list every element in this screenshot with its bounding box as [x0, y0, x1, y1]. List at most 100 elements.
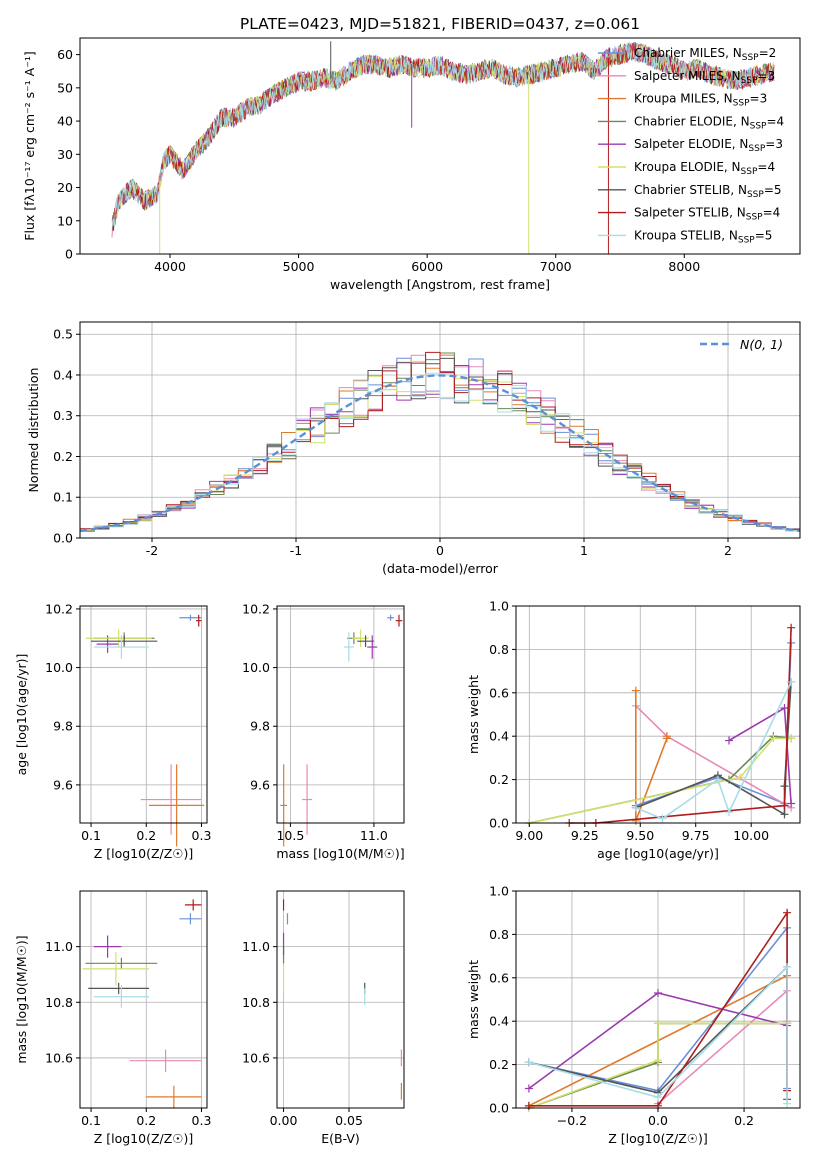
y-tick-label: 0.4	[489, 1014, 509, 1029]
y-tick-label: 11.0	[45, 939, 73, 954]
y-tick-label: 9.8	[53, 719, 73, 734]
legend-entry: Chabrier ELODIE, NSSP=4	[634, 114, 784, 131]
y-tick-label: 10.2	[242, 601, 270, 616]
y-tick-label: 0.2	[489, 772, 509, 787]
y-tick-label: 1.0	[489, 599, 509, 614]
weight-marker	[658, 814, 667, 823]
figure-title: PLATE=0423, MJD=51821, FIBERID=0437, z=0…	[240, 15, 640, 33]
x-tick-label: 0.05	[335, 1113, 363, 1128]
x-tick-label: 2	[724, 543, 732, 558]
y-tick-label: 10.8	[45, 995, 73, 1010]
x-tick-label: 0.2	[136, 828, 156, 843]
weight-marker	[787, 623, 796, 632]
y-tick-label: 50	[57, 80, 73, 95]
normal-legend: N(0, 1)	[700, 337, 783, 352]
weight-vs-Z-panel: −0.2 0.0 0.2 0.0 0.2 0.4 0.6 0.8 1.0 Z [log10(Z/Z…	[466, 884, 801, 1146]
y-tick-label: 30	[57, 147, 73, 162]
y-tick-label: 0.5	[53, 327, 73, 342]
y-tick-label: 0.1	[53, 490, 73, 505]
weight-line	[635, 705, 792, 809]
axes-frame	[79, 37, 801, 255]
x-tick-label: 6000	[411, 259, 443, 274]
weight-marker	[631, 803, 640, 812]
spectrum-line	[111, 43, 775, 229]
weight-line	[528, 965, 788, 1104]
x-axis-label: Z [log10(Z/Z☉)]	[94, 846, 194, 861]
legend-entry: Chabrier MILES, NSSP=2	[634, 46, 776, 63]
weight-marker	[654, 1056, 662, 1065]
y-tick-label: 0.8	[489, 642, 509, 657]
weight-marker	[787, 799, 796, 808]
axes-frame	[276, 890, 405, 1109]
y-tick-label: 0.8	[489, 927, 509, 942]
axes-frame	[515, 605, 801, 824]
y-tick-label: 9.6	[53, 777, 73, 792]
axes-frame	[79, 890, 208, 1109]
y-axis-label: mass [log10(M/M☉)]	[14, 935, 29, 1063]
y-tick-label: 40	[57, 114, 73, 129]
normal-curve	[79, 374, 801, 533]
x-tick-label: 9.50	[626, 828, 654, 843]
weight-marker	[654, 1093, 662, 1102]
x-tick-label: 0.1	[81, 828, 101, 843]
age-vs-Z-panel: 0.1 0.2 0.3 9.6 9.8 10.0 10.2 Z [log10(Z/Z☉)] ag…	[14, 601, 211, 861]
weight-line	[635, 642, 792, 807]
x-tick-label: 0.3	[192, 1113, 212, 1128]
y-tick-label: 0.2	[53, 449, 73, 464]
y-tick-label: 0.2	[489, 1057, 509, 1072]
weight-marker	[780, 810, 789, 819]
weight-marker	[662, 732, 671, 741]
x-tick-label: 8000	[668, 259, 700, 274]
weight-marker	[780, 801, 789, 810]
weight-marker	[787, 734, 796, 743]
axes-frame	[276, 605, 405, 824]
residual-histogram-panel: -2 -1 0 1 2 0.0 0.1 0.2 0.3 0.4 0.5 (data-model)/er…	[26, 321, 801, 576]
y-tick-label: 10.2	[45, 601, 73, 616]
x-axis-label: E(B-V)	[321, 1131, 360, 1146]
weight-marker	[631, 816, 640, 825]
y-axis-label: Normed distribution	[26, 368, 41, 493]
weight-marker	[780, 703, 789, 712]
weight-marker	[725, 736, 733, 745]
spectrum-panel: 4000 5000 6000 7000 8000 0 10 20 30 40 50 60 wavelen…	[22, 37, 801, 292]
x-tick-label: 0	[436, 543, 444, 558]
y-tick-label: 9.6	[250, 777, 270, 792]
x-tick-label: 0.1	[81, 1113, 101, 1128]
y-tick-label: 10.0	[242, 660, 270, 675]
weight-marker	[524, 1101, 533, 1110]
x-tick-label: 7000	[540, 259, 572, 274]
y-axis-label: Flux [fλ10⁻¹⁷ erg cm⁻² s⁻¹ A⁻¹]	[22, 51, 37, 240]
x-tick-label: 0.2	[136, 1113, 156, 1128]
legend-entry: Salpeter STELIB, NSSP=4	[634, 206, 780, 223]
y-tick-label: 10	[57, 213, 73, 228]
weight-marker	[787, 677, 796, 686]
weight-marker	[783, 908, 792, 917]
weight-line	[528, 1022, 788, 1109]
x-axis-label: (data-model)/error	[382, 561, 499, 576]
x-tick-label: -1	[290, 543, 302, 558]
weight-marker	[654, 1019, 662, 1028]
x-tick-label: 9.25	[571, 828, 599, 843]
weight-marker	[631, 686, 640, 695]
weight-vs-age-panel: 9.00 9.25 9.50 9.75 10.00 0.0 0.2 0.4 0.6 0.8 1.0 a…	[466, 599, 801, 861]
legend-entry: Kroupa STELIB, NSSP=5	[634, 228, 772, 245]
x-tick-label: 11.0	[360, 828, 388, 843]
weight-marker	[769, 734, 778, 743]
histogram-step	[80, 372, 800, 531]
x-tick-label: 1	[580, 543, 588, 558]
y-tick-label: 60	[57, 47, 73, 62]
x-axis-label: mass [log10(M/M☉)]	[276, 846, 404, 861]
x-tick-label: 0.2	[734, 1113, 754, 1128]
x-tick-label: 5000	[283, 259, 315, 274]
x-tick-label: 0.3	[192, 828, 212, 843]
y-tick-label: 1.0	[489, 884, 509, 899]
x-axis-label: wavelength [Angstrom, rest frame]	[330, 277, 550, 292]
mass-vs-Z-panel: 0.1 0.2 0.3 10.6 10.8 11.0 Z [log10(Z/Z☉)] mass…	[14, 890, 212, 1146]
x-axis-label: Z [log10(Z/Z☉)]	[94, 1131, 194, 1146]
legend-entry: Kroupa MILES, NSSP=3	[634, 92, 767, 109]
x-tick-label: 0.0	[648, 1113, 668, 1128]
weight-marker	[736, 773, 745, 782]
models-legend: Chabrier MILES, NSSP=2 Salpeter MILES, NS…	[598, 46, 784, 245]
legend-entry: Chabrier STELIB, NSSP=5	[634, 183, 782, 200]
